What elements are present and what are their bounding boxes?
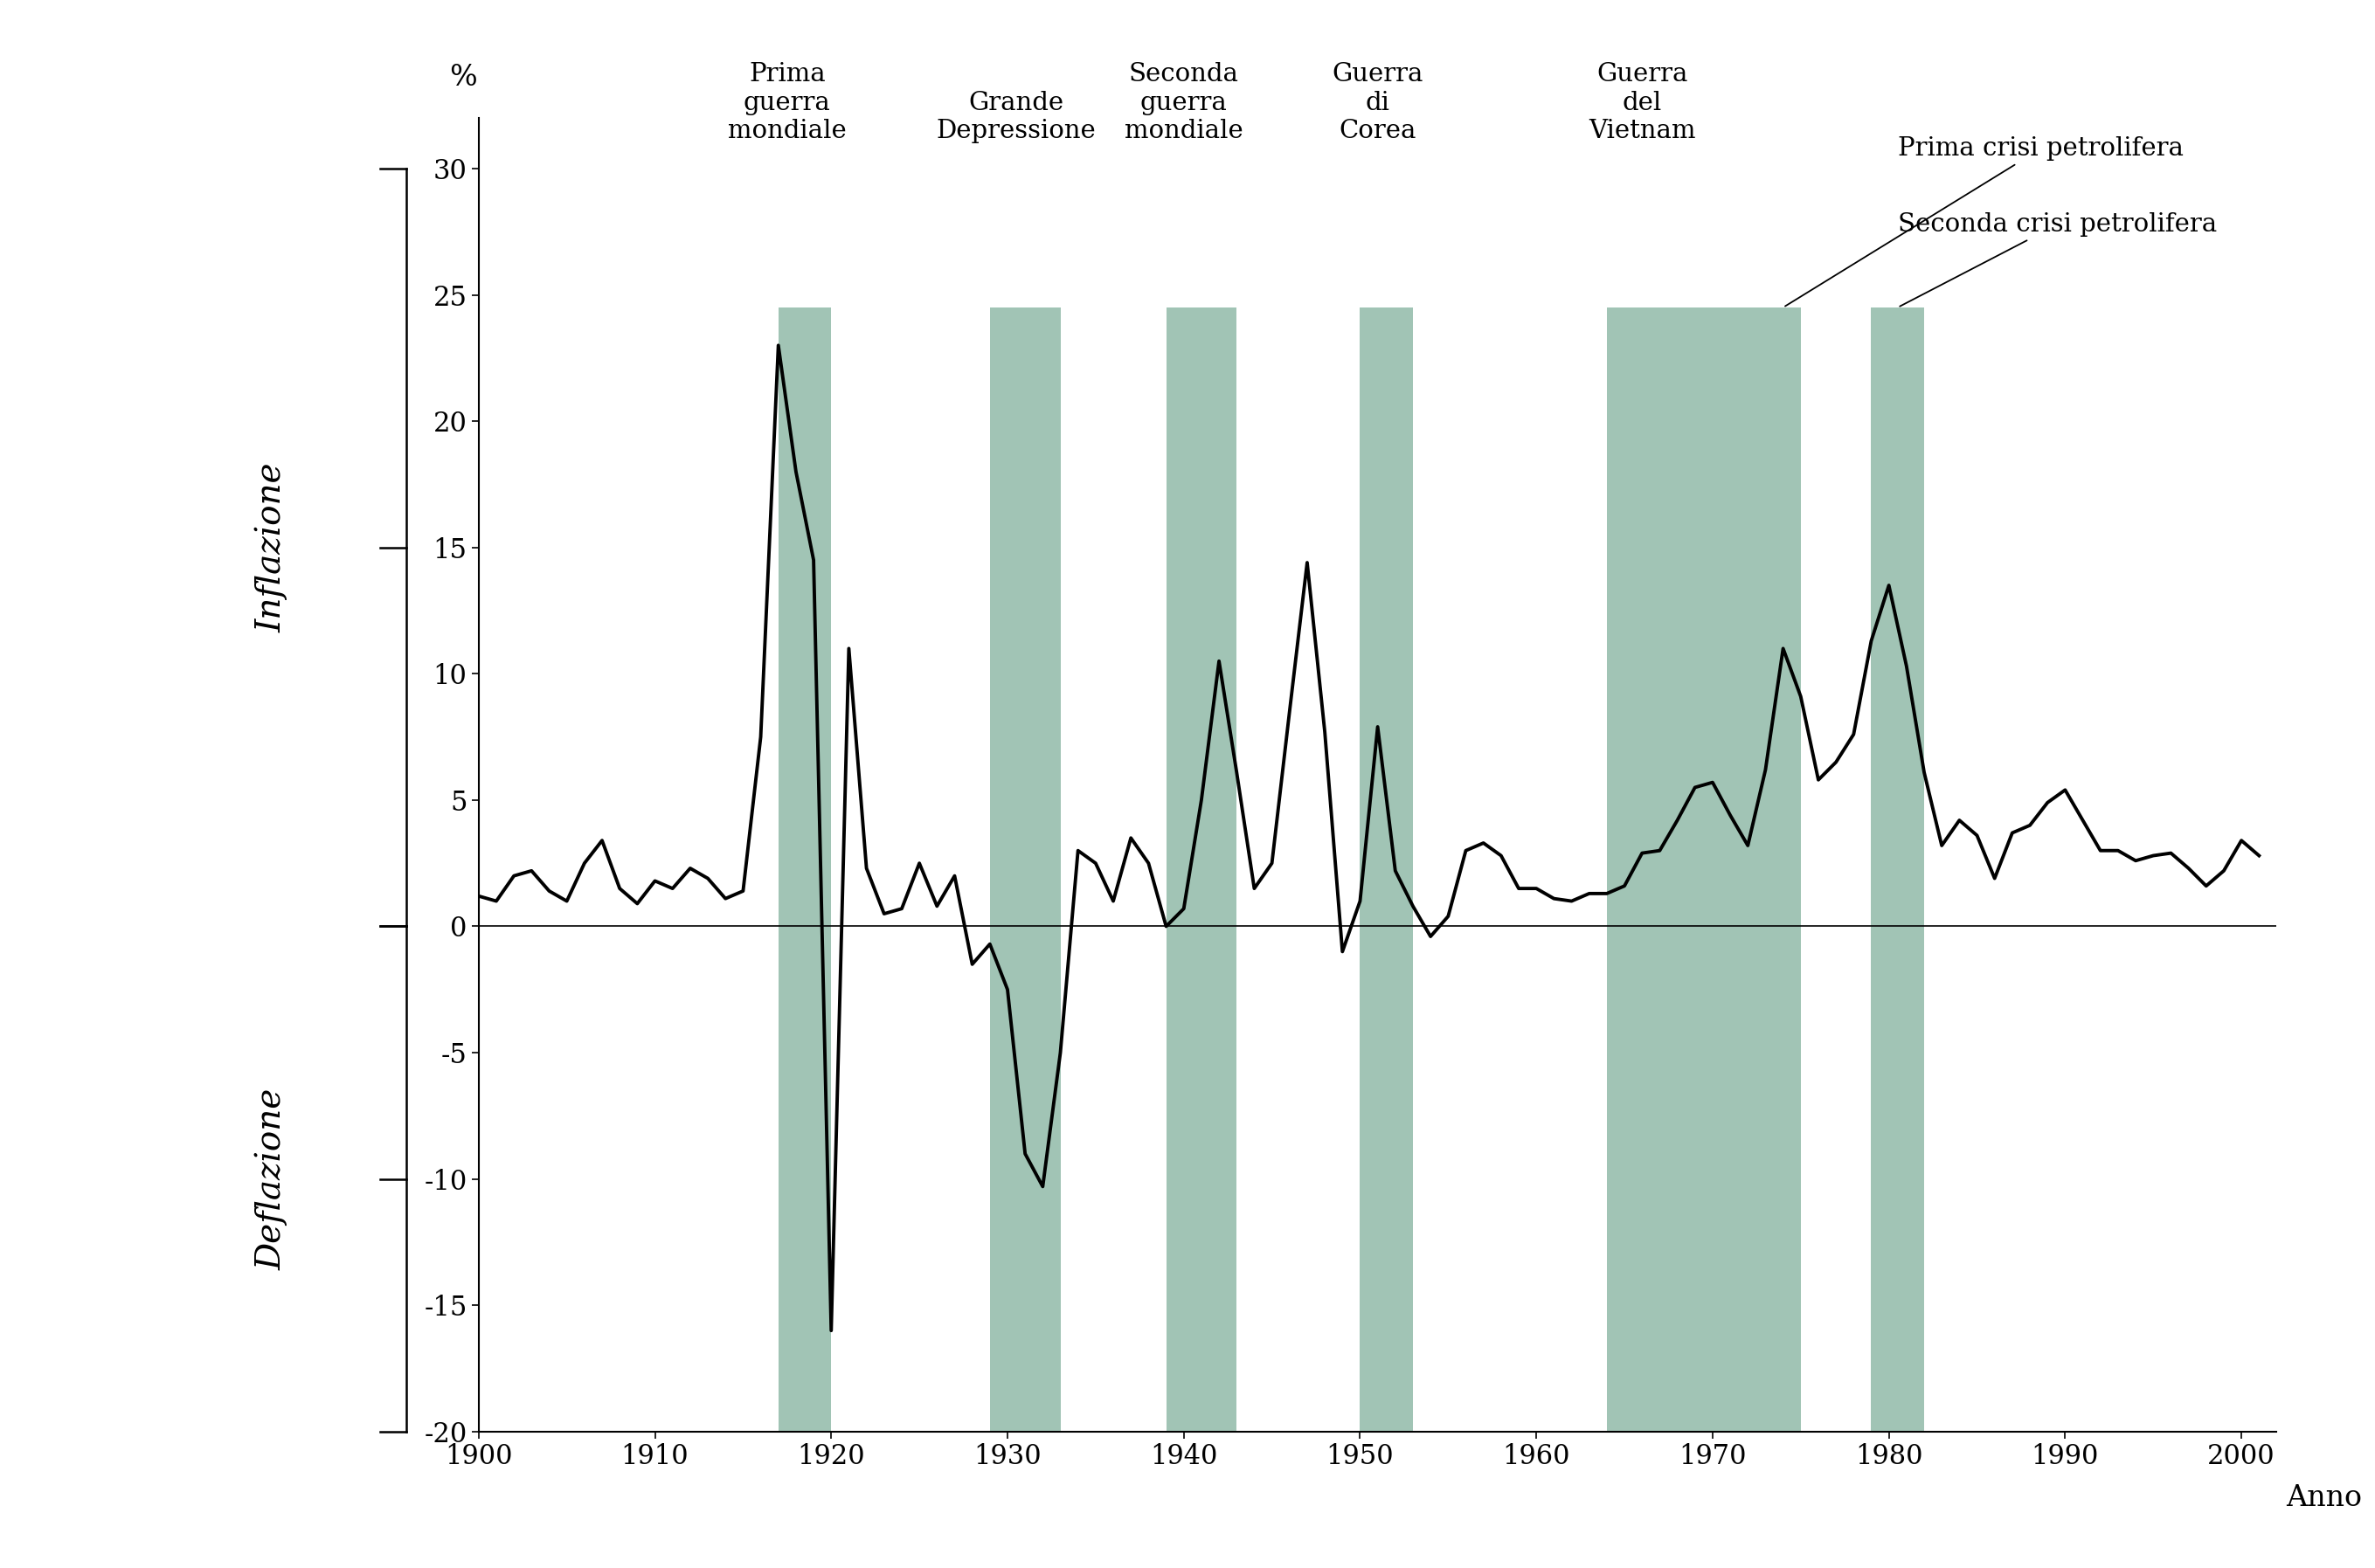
Bar <box>1361 307 1413 1432</box>
Text: Guerra
del
Vietnam: Guerra del Vietnam <box>1589 63 1696 143</box>
Bar <box>1608 307 1765 1432</box>
Bar <box>779 307 831 1432</box>
Text: Inflazione: Inflazione <box>256 463 287 632</box>
Text: Deflazione: Deflazione <box>256 1088 287 1270</box>
Text: Seconda crisi petrolifera: Seconda crisi petrolifera <box>1898 212 2216 306</box>
Text: Prima crisi petrolifera: Prima crisi petrolifera <box>1786 136 2183 306</box>
Bar <box>1872 307 1924 1432</box>
Text: Guerra
di
Corea: Guerra di Corea <box>1332 63 1423 143</box>
Text: Grande
Depressione: Grande Depressione <box>936 91 1097 143</box>
Text: %: % <box>449 64 477 91</box>
Text: Prima
guerra
mondiale: Prima guerra mondiale <box>727 63 845 143</box>
Bar <box>1765 307 1800 1432</box>
Text: Seconda
guerra
mondiale: Seconda guerra mondiale <box>1123 63 1242 143</box>
Text: Anno: Anno <box>2285 1485 2361 1512</box>
Bar <box>1166 307 1237 1432</box>
Bar <box>990 307 1059 1432</box>
